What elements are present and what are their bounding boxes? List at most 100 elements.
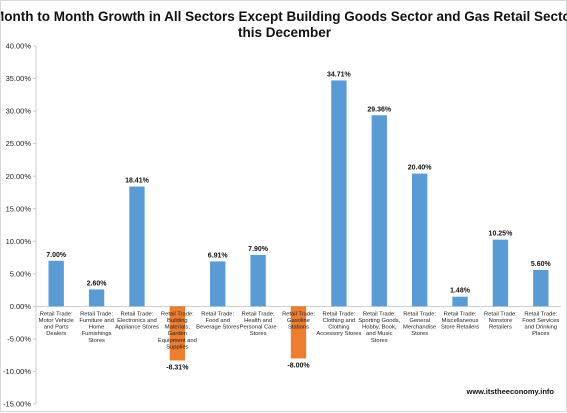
y-axis: 40.00% 35.00% 30.00% 25.00% 20.00% 15.00% 10.0… bbox=[3, 42, 561, 409]
x-tick-label: Retail Trade: Gasoline Stations bbox=[282, 311, 315, 330]
bar bbox=[129, 186, 145, 307]
data-label: 34.71% bbox=[327, 71, 352, 78]
x-tick-label-line: Appliance Stores bbox=[115, 325, 159, 331]
x-tick-label-line: Stores bbox=[88, 338, 105, 344]
x-tick-label: Retail Trade: Food Services and Drinking Pl… bbox=[522, 311, 559, 337]
x-tick-label-line: Garden bbox=[168, 331, 187, 337]
bar bbox=[169, 306, 186, 361]
chart-title-line: this December bbox=[238, 25, 332, 40]
y-tick-label: 15.00% bbox=[6, 204, 32, 213]
x-tick-label-line: Retail Trade: bbox=[201, 311, 234, 317]
x-tick-label-line: Health and bbox=[244, 318, 272, 324]
x-tick-label-line: Stores bbox=[250, 331, 267, 337]
data-label: 7.00% bbox=[46, 252, 67, 259]
x-tick-label-line: Stores bbox=[411, 331, 428, 337]
y-tick-label: -15.00% bbox=[3, 400, 31, 409]
bar bbox=[452, 296, 468, 307]
x-tick-label-line: Retail Trade: bbox=[121, 311, 154, 317]
data-label: 6.91% bbox=[208, 252, 229, 259]
x-tick-label: Retail Trade: Furniture and Home Furnishing… bbox=[79, 311, 113, 343]
x-tick-label-line: Retail Trade: bbox=[403, 311, 436, 317]
data-label: 2.60% bbox=[87, 280, 108, 287]
source-annotation: www.itstheeconomy.info bbox=[465, 387, 554, 396]
bar bbox=[290, 306, 307, 359]
x-tick-label-line: Retail Trade: bbox=[484, 311, 517, 317]
bar bbox=[533, 269, 549, 307]
x-tick-label: Retail Trade: Building Materials, Garden Equ… bbox=[158, 311, 197, 350]
x-tick-label-line: Furnishings bbox=[82, 331, 112, 337]
bar bbox=[250, 254, 266, 307]
bars bbox=[48, 80, 549, 361]
x-tick-label-line: Stores bbox=[371, 338, 388, 344]
category-labels: Retail Trade: Motor Vehicle and Parts Deale… bbox=[39, 311, 560, 350]
data-labels: 7.00% 2.60% 18.41% -8.31% 6.91% 7.90% -8.00% 34… bbox=[46, 71, 551, 371]
x-tick-label: Retail Trade: Sporting Goods, Hobby, Book,… bbox=[358, 311, 400, 343]
x-tick-label-line: Sporting Goods, bbox=[358, 318, 400, 324]
bar bbox=[331, 80, 347, 307]
x-tick-label-line: Clothing and bbox=[323, 318, 356, 324]
bar bbox=[411, 173, 428, 307]
y-tick-label: 0.00% bbox=[10, 302, 32, 311]
x-tick-label-line: and Parts bbox=[44, 325, 69, 331]
x-tick-label-line: Retail Trade: bbox=[40, 311, 73, 317]
y-tick-label: -10.00% bbox=[3, 367, 31, 376]
bar bbox=[48, 260, 64, 307]
x-tick-label-line: Retail Trade: bbox=[524, 311, 557, 317]
y-tick-label: 5.00% bbox=[10, 269, 32, 278]
x-tick-label: Retail Trade: General Merchandise Stores bbox=[403, 311, 436, 337]
bar bbox=[210, 261, 226, 307]
x-tick-label-line: Building bbox=[167, 318, 188, 324]
chart-title-line: Month to Month Growth in All Sectors Exc… bbox=[1, 9, 567, 24]
x-tick-label-line: Merchandise bbox=[403, 325, 436, 331]
x-tick-label-line: Retail Trade: bbox=[363, 311, 396, 317]
x-tick-label-line: Retail Trade: bbox=[282, 311, 315, 317]
x-tick-label-line: General bbox=[409, 318, 430, 324]
x-tick-label-line: Nonstore bbox=[489, 318, 513, 324]
data-label: 10.25% bbox=[489, 231, 514, 238]
x-tick-label-line: Retail Trade: bbox=[161, 311, 194, 317]
data-label: -8.00% bbox=[287, 362, 310, 369]
x-tick-label: Retail Trade: Health and Personal Care Stor… bbox=[240, 311, 277, 337]
y-tick-label: 30.00% bbox=[6, 107, 32, 116]
y-tick-label: 35.00% bbox=[6, 74, 32, 83]
x-tick-label-line: Motor Vehicle bbox=[39, 318, 74, 324]
y-tick-label: -5.00% bbox=[7, 335, 31, 344]
x-tick-label-line: Retail Trade: bbox=[444, 311, 477, 317]
x-tick-label-line: Equipment and bbox=[158, 338, 197, 344]
x-tick-label-line: Dealers bbox=[46, 331, 66, 337]
bar bbox=[88, 289, 105, 307]
x-tick-label-line: Retail Trade: bbox=[242, 311, 275, 317]
x-tick-label: Retail Trade: Clothing and Clothing Accesso… bbox=[316, 311, 361, 337]
x-tick-label-line: Gasoline bbox=[287, 318, 310, 324]
x-tick-label-line: Store Retailers bbox=[441, 325, 479, 331]
x-tick-label: Retail Trade: Electronics and Appliance St… bbox=[115, 311, 159, 330]
bar bbox=[492, 239, 509, 307]
x-tick-label-line: Clothing bbox=[328, 325, 349, 331]
data-label: 18.41% bbox=[125, 178, 150, 185]
data-label: -8.31% bbox=[166, 364, 189, 371]
x-tick-label-line: Home bbox=[89, 325, 104, 331]
bar bbox=[371, 115, 387, 307]
x-tick-label-line: Retail Trade: bbox=[322, 311, 355, 317]
x-tick-label-line: Food and bbox=[205, 318, 230, 324]
x-tick-label-line: Accessory Stores bbox=[316, 331, 361, 337]
x-tick-label: Retail Trade: Nonstore Retailers bbox=[484, 311, 517, 330]
x-tick-label-line: Beverage Stores bbox=[196, 325, 239, 331]
x-tick-label-line: Food Services bbox=[522, 318, 559, 324]
x-tick-label-line: Electronics and bbox=[117, 318, 157, 324]
chart-title: Month to Month Growth in All Sectors Exc… bbox=[1, 9, 567, 40]
x-tick-label-line: and Music bbox=[366, 331, 393, 337]
x-tick-label-line: Miscellaneous bbox=[442, 318, 479, 324]
x-tick-label-line: Materials, bbox=[165, 325, 191, 331]
x-tick-label-line: Retailers bbox=[489, 325, 512, 331]
x-tick-label-line: and Drinking bbox=[525, 325, 558, 331]
x-tick-label-line: Furniture and bbox=[79, 318, 113, 324]
y-tick-label: 20.00% bbox=[6, 172, 32, 181]
data-label: 29.36% bbox=[367, 106, 392, 113]
data-label: 7.90% bbox=[248, 246, 269, 253]
x-tick-label-line: Personal Care bbox=[240, 325, 277, 331]
x-tick-label-line: Supplies bbox=[166, 344, 188, 350]
data-label: 5.60% bbox=[531, 261, 552, 268]
